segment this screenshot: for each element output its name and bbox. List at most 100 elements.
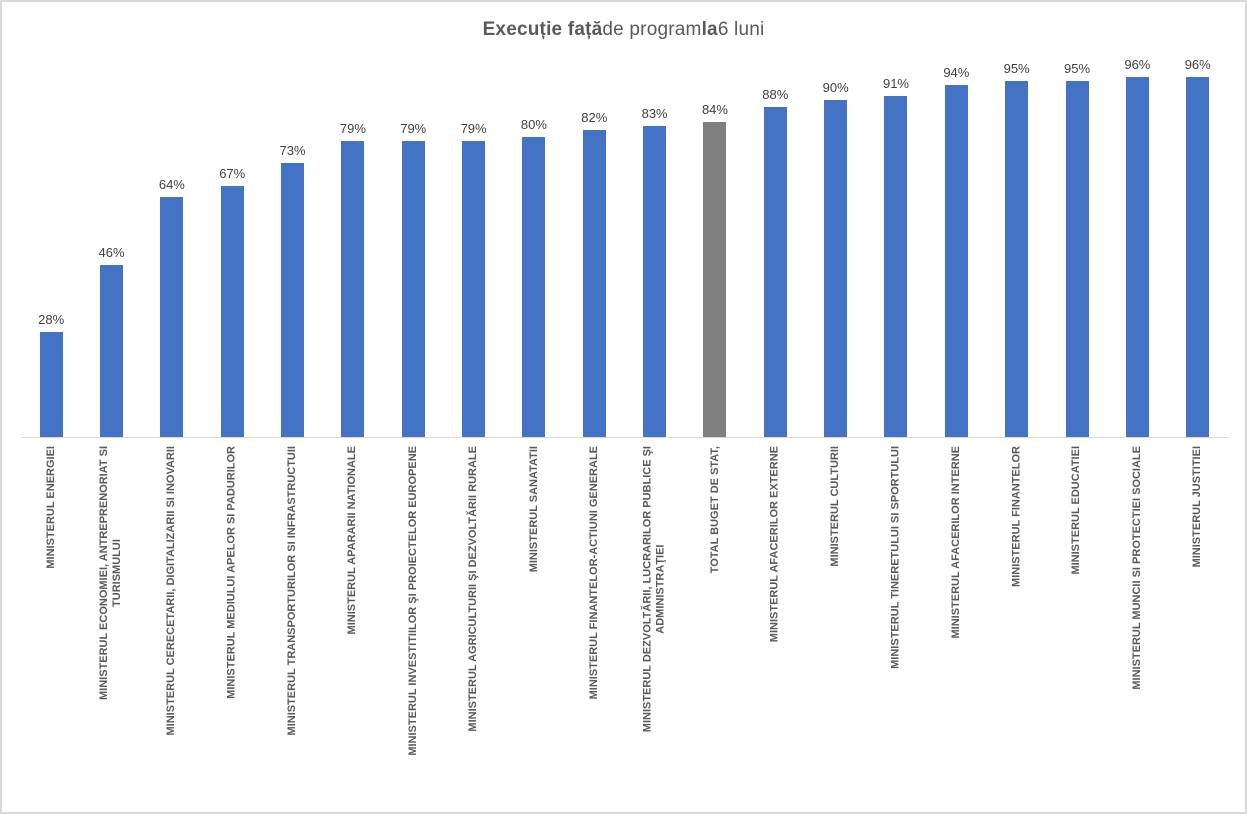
category-label-cell: MINISTERUL AGRICULTURII ŞI DEZVOLTĂRII R… — [443, 438, 503, 804]
category-label-cell: MINISTERUL CERECETARII, DIGITALIZARII SI… — [142, 438, 202, 804]
category-label: MINISTERUL EDUCATIEI — [1070, 446, 1083, 575]
category-label: MINISTERUL ECONOMIEI, ANTREPRENORIAT SI … — [98, 446, 124, 701]
category-label: MINISTERUL APARARII NATIONALE — [346, 446, 359, 635]
bar-column: 80% — [504, 117, 564, 437]
bar-column: 64% — [142, 177, 202, 437]
category-label: MINISTERUL TRANSPORTURILOR SI INFRASTRUC… — [286, 446, 299, 736]
bar-value-label: 88% — [762, 87, 789, 102]
chart-title-segment-3: la — [701, 18, 718, 40]
bar-value-label: 64% — [158, 177, 185, 192]
category-label: MINISTERUL AFACERILOR EXTERNE — [768, 446, 781, 643]
category-label-cell: MINISTERUL DEZVOLTĂRII, LUCRARILOR PUBLI… — [624, 438, 684, 804]
category-label-cell: TOTAL BUGET DE STAT, — [685, 438, 745, 804]
category-axis: MINISTERUL ENERGIEI MINISTERUL ECONOMIEI,… — [21, 438, 1228, 804]
bar-value-label: 83% — [641, 105, 668, 121]
category-label-cell: MINISTERUL FINANTELOR — [987, 438, 1047, 804]
bar — [1125, 77, 1149, 437]
category-label-cell: MINISTERUL APARARII NATIONALE — [323, 438, 383, 804]
bar-value-label: 95% — [1064, 60, 1091, 76]
category-label-cell: MINISTERUL SANATATII — [504, 438, 564, 804]
category-label-cell: MINISTERUL AFACERILOR INTERNE — [926, 438, 986, 804]
chart-title-segment-2: de program — [602, 18, 702, 40]
bar-value-label: 80% — [520, 117, 547, 132]
category-label: MINISTERUL TINERETULUI SI SPORTULUI — [889, 446, 902, 669]
category-label: MINISTERUL CERECETARII, DIGITALIZARII SI… — [165, 446, 178, 736]
bar-column: 96% — [1107, 57, 1167, 437]
category-label: MINISTERUL INVESTITIILOR ŞI PROIECTELOR … — [406, 446, 419, 756]
category-label-cell: MINISTERUL INVESTITIILOR ŞI PROIECTELOR … — [383, 438, 443, 804]
bar-column: 90% — [805, 79, 865, 437]
category-label-cell: MINISTERUL ENERGIEI — [21, 438, 81, 804]
bar-column: 96% — [1168, 57, 1228, 437]
category-label-cell: MINISTERUL AFACERILOR EXTERNE — [745, 438, 805, 804]
bar-column: 95% — [987, 61, 1047, 437]
category-label-cell: MINISTERUL ECONOMIEI, ANTREPRENORIAT SI … — [81, 438, 141, 804]
bar-column: 79% — [443, 121, 503, 437]
chart-title-segment-4: 6 luni — [717, 18, 765, 40]
category-label-cell: MINISTERUL TINERETULUI SI SPORTULUI — [866, 438, 926, 804]
chart-title-segment-1: Execuție față — [482, 18, 603, 40]
bar — [341, 140, 365, 437]
bar-column: 28% — [21, 312, 81, 437]
category-label-cell: MINISTERUL TRANSPORTURILOR SI INFRASTRUC… — [262, 438, 322, 804]
bar — [462, 140, 486, 437]
bar-column: 91% — [866, 76, 926, 437]
category-label: MINISTERUL AFACERILOR INTERNE — [949, 446, 962, 639]
bar-column: 73% — [262, 143, 322, 437]
bar-value-label: 67% — [219, 165, 246, 181]
bar-value-label: 79% — [400, 120, 427, 136]
bar-value-label: 96% — [1184, 57, 1211, 72]
plot-area: 28% 46% 64% 67% 73% 79% 79% 79% 80% 82% 83% 84% 88% 9… — [21, 57, 1228, 438]
bar — [100, 264, 124, 437]
bar-column: 82% — [564, 109, 624, 437]
category-label: MINISTERUL SANATATII — [527, 446, 540, 573]
bar-column: 84% — [685, 102, 745, 437]
bar-column: 94% — [926, 64, 986, 437]
bar-value-label: 96% — [1124, 57, 1151, 72]
category-label-cell: MINISTERUL CULTURII — [805, 438, 865, 804]
bar-value-label: 79% — [339, 120, 366, 136]
category-label: MINISTERUL CULTURII — [829, 446, 842, 567]
bar-value-label: 95% — [1003, 60, 1030, 76]
category-label: MINISTERUL FINANTELOR-ACTIUNI GENERALE — [587, 446, 600, 700]
bar — [582, 129, 606, 437]
category-label: MINISTERUL DEZVOLTĂRII, LUCRARILOR PUBLI… — [641, 446, 667, 733]
category-label: MINISTERUL ENERGIEI — [44, 446, 57, 569]
bar — [160, 197, 184, 437]
category-label-cell: MINISTERUL MEDIULUI APELOR SI PADURILOR — [202, 438, 262, 804]
bar — [401, 140, 425, 437]
category-label: MINISTERUL JUSTITIEI — [1191, 446, 1204, 568]
category-label: MINISTERUL FINANTELOR — [1010, 446, 1023, 587]
bar-column: 79% — [323, 121, 383, 437]
category-label-cell: MINISTERUL EDUCATIEI — [1047, 438, 1107, 804]
bar — [39, 332, 63, 437]
category-label-cell: MINISTERUL FINANTELOR-ACTIUNI GENERALE — [564, 438, 624, 804]
bar-value-label: 79% — [460, 120, 487, 136]
bar — [643, 125, 667, 437]
bar-value-label: 73% — [279, 143, 306, 159]
bar — [824, 99, 848, 437]
bar — [763, 107, 787, 437]
bar-value-label: 90% — [822, 79, 849, 95]
bar — [1005, 80, 1029, 437]
bar — [281, 163, 305, 437]
bar-column: 46% — [81, 244, 141, 437]
bar-column: 79% — [383, 121, 443, 437]
chart-area: 28% 46% 64% 67% 73% 79% 79% 79% 80% 82% 83% 84% 88% 9… — [21, 57, 1228, 804]
bar-column: 88% — [745, 87, 805, 437]
bar-value-label: 28% — [38, 312, 65, 327]
bar-column: 67% — [202, 166, 262, 437]
bar — [1186, 77, 1210, 437]
bar-column: 95% — [1047, 61, 1107, 437]
bar-column: 83% — [624, 106, 684, 437]
bar-value-label: 94% — [943, 64, 970, 80]
bar-value-label: 84% — [701, 102, 728, 117]
bar — [522, 137, 546, 437]
category-label: MINISTERUL AGRICULTURII ŞI DEZVOLTĂRII R… — [467, 446, 480, 732]
category-label: TOTAL BUGET DE STAT, — [708, 446, 721, 574]
bar-value-label: 82% — [581, 109, 608, 125]
bar-value-label: 46% — [98, 244, 125, 260]
bar — [220, 185, 244, 437]
bar — [1065, 80, 1089, 437]
